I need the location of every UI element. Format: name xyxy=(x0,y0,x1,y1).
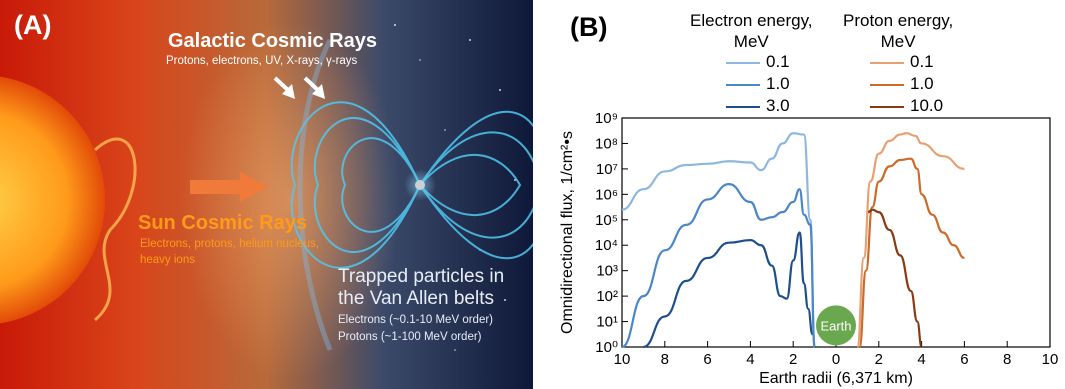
series-line-2 xyxy=(621,183,816,349)
x-tick-label: 8 xyxy=(1003,351,1011,368)
legend-electron-title: Electron energy, MeV xyxy=(690,10,813,52)
x-tick-label: 4 xyxy=(746,351,754,368)
x-tick-label: 8 xyxy=(661,351,669,368)
trapped-particles-title-2: the Van Allen belts xyxy=(338,288,494,309)
x-tick-label: 6 xyxy=(960,351,968,368)
legend-text: 1.0 xyxy=(766,74,790,93)
x-tick-label: 2 xyxy=(789,351,797,368)
space-weather-illustration xyxy=(0,0,533,389)
bow-shock-glow xyxy=(180,20,400,380)
legend-swatch xyxy=(726,62,760,64)
x-tick-label: 10 xyxy=(1042,351,1059,368)
y-tick-label: 10⁷ xyxy=(596,161,618,178)
panel-b-label: (B) xyxy=(570,12,608,42)
legend-proton-title: Proton energy, MeV xyxy=(843,10,953,52)
y-tick-label: 10³ xyxy=(596,263,618,280)
galactic-cosmic-rays-arrows xyxy=(273,76,325,99)
legend-proton-title-line-1: Proton energy, xyxy=(843,11,954,30)
panel-a-label: (A) xyxy=(14,10,52,40)
trapped-electrons-range: Electrons (~0.1-10 MeV order) xyxy=(338,314,493,326)
earth-marker xyxy=(816,305,856,346)
legend-text: 3.0 xyxy=(766,96,790,115)
plot-layer: 10⁰ 10¹ 10² 10³ 10⁴ 10⁵ 10⁶ 10⁷ 10⁸ 10⁹ 10 8 6 4 2 0 2 4 6… xyxy=(559,110,1058,387)
y-tick-label: 10⁹ xyxy=(595,110,618,127)
sun-cosmic-rays-subtitle-2: heavy ions xyxy=(140,254,195,266)
legend-electron-title-line-2: MeV xyxy=(733,32,769,51)
galactic-cosmic-rays-title: Galactic Cosmic Rays xyxy=(168,30,377,52)
trapped-particles-title-1: Trapped particles in xyxy=(338,266,505,287)
galactic-cosmic-rays-subtitle: Protons, electrons, UV, X-rays, γ-rays xyxy=(166,55,358,67)
earth-marker-label: Earth xyxy=(820,318,851,333)
magnetosphere-field-lines xyxy=(290,38,533,351)
x-tick-label: 2 xyxy=(875,351,883,368)
legend-swatch xyxy=(870,62,904,64)
panel-b-flux-chart: (B) Electron energy, MeV Proton energy, … xyxy=(540,0,1065,389)
series-line-5 xyxy=(858,157,965,349)
sun-cosmic-rays-subtitle-1: Electrons, protons, helium nucleus, xyxy=(140,238,319,250)
y-tick-label: 10⁴ xyxy=(595,237,618,254)
series-line-6 xyxy=(867,208,923,349)
trapped-protons-range: Protons (~1-100 MeV order) xyxy=(338,331,482,343)
y-tick-label: 10⁸ xyxy=(595,135,618,152)
y-tick-label: 10⁵ xyxy=(595,212,618,229)
x-axis-label: Earth radii (6,371 km) xyxy=(759,370,913,387)
sun-cosmic-rays-arrow xyxy=(190,172,268,202)
series-line-4 xyxy=(856,132,965,349)
y-tick-label: 10² xyxy=(596,288,618,305)
x-tick-label: 10 xyxy=(614,351,631,368)
x-tick-label: 0 xyxy=(832,351,840,368)
legend-text: 0.1 xyxy=(766,52,790,71)
earth-small xyxy=(415,180,425,190)
legend-swatch xyxy=(726,106,760,108)
legend-text: 10.0 xyxy=(910,96,944,115)
y-axis-label: Omnidirectional flux, 1/cm²•s xyxy=(559,131,576,334)
legend-text: 0.1 xyxy=(910,52,934,71)
legend-text: 1.0 xyxy=(910,74,934,93)
series-line-3 xyxy=(643,231,814,349)
legend-electron-title-line-1: Electron energy, xyxy=(690,11,813,30)
solar-flare xyxy=(94,137,137,322)
y-tick-label: 10¹ xyxy=(596,314,618,331)
sun-cosmic-rays-title: Sun Cosmic Rays xyxy=(138,212,307,234)
y-tick-label: 10⁶ xyxy=(595,186,618,203)
y-tick-label: 10⁰ xyxy=(595,339,618,356)
legend-swatch xyxy=(726,84,760,86)
legend-proton-title-line-2: MeV xyxy=(880,32,916,51)
legend-swatch xyxy=(870,106,904,108)
legend-swatch xyxy=(870,84,904,86)
x-tick-label: 6 xyxy=(703,351,711,368)
sun xyxy=(0,76,105,324)
x-tick-label: 4 xyxy=(917,351,925,368)
panel-a-illustration: (A) Galactic Cosmic Rays Protons, electr… xyxy=(0,0,533,389)
series-line-1 xyxy=(621,132,816,349)
flux-chart-svg: 10⁰ 10¹ 10² 10³ 10⁴ 10⁵ 10⁶ 10⁷ 10⁸ 10⁹ 10 8 6 4 2 0 2 4 6… xyxy=(559,110,1058,387)
